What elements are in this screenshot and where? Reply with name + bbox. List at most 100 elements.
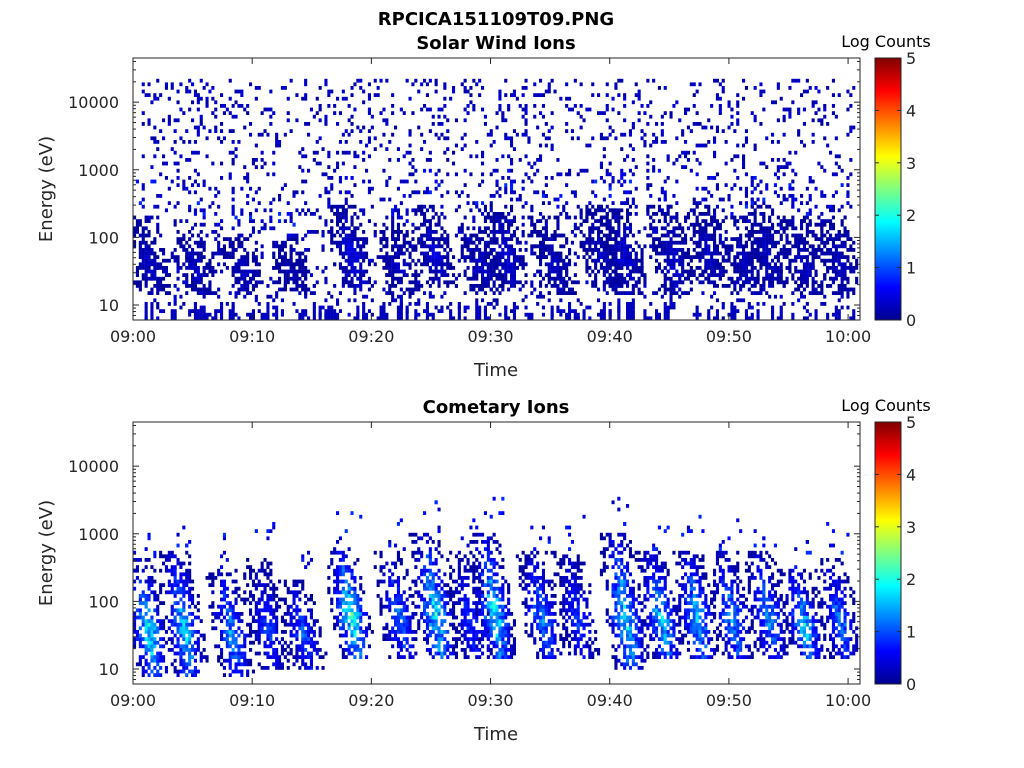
heatmap-cell	[733, 255, 737, 259]
heatmap-cell	[765, 204, 769, 209]
heatmap-cell	[579, 222, 583, 227]
heatmap-cell	[704, 258, 708, 263]
heatmap-cell	[475, 284, 479, 288]
heatmap-cell	[727, 100, 731, 105]
heatmap-cell	[617, 312, 621, 317]
heatmap-cell	[507, 255, 511, 259]
heatmap-cell	[312, 158, 316, 162]
heatmap-cell	[663, 240, 667, 245]
heatmap-cell	[826, 266, 830, 270]
heatmap-cell	[489, 129, 493, 133]
heatmap-cell	[338, 176, 342, 180]
heatmap-cell	[483, 316, 487, 321]
heatmap-cell	[753, 237, 757, 241]
heatmap-cell	[628, 291, 632, 295]
heatmap-cell	[536, 168, 540, 173]
heatmap-cell	[736, 122, 740, 126]
heatmap-cell	[823, 114, 827, 119]
heatmap-cell	[472, 266, 476, 270]
heatmap-cell	[715, 284, 719, 288]
heatmap-cell	[643, 294, 647, 299]
heatmap-cell	[846, 183, 850, 187]
heatmap-cell	[275, 136, 279, 141]
heatmap-cell	[823, 168, 827, 173]
heatmap-cell	[689, 168, 693, 173]
heatmap-cell	[266, 305, 270, 310]
heatmap-cell	[611, 284, 615, 288]
heatmap-cell	[336, 96, 340, 101]
heatmap-cell	[324, 118, 328, 123]
heatmap-cell	[608, 302, 612, 306]
heatmap-cell	[489, 201, 493, 205]
heatmap-cell	[573, 273, 577, 277]
heatmap-cell	[588, 273, 592, 277]
heatmap-cell	[771, 284, 775, 288]
heatmap-cell	[365, 255, 369, 259]
heatmap-cell	[791, 302, 795, 306]
heatmap-cell	[176, 183, 180, 187]
heatmap-cell	[657, 312, 661, 317]
heatmap-cell	[510, 183, 514, 187]
heatmap-cell	[765, 240, 769, 245]
heatmap-cell	[605, 262, 609, 267]
heatmap-cell	[779, 226, 783, 231]
heatmap-cell	[220, 305, 224, 310]
heatmap-cell	[388, 140, 392, 144]
heatmap-cell	[669, 230, 673, 234]
heatmap-cell	[568, 302, 572, 306]
heatmap-cell	[733, 262, 737, 267]
heatmap-cell	[350, 276, 354, 281]
heatmap-cell	[713, 251, 717, 256]
heatmap-cell	[643, 316, 647, 321]
heatmap-cell	[753, 280, 757, 285]
heatmap-cell	[188, 208, 192, 213]
heatmap-cell	[454, 208, 458, 213]
heatmap-cell	[820, 291, 824, 295]
heatmap-cell	[394, 204, 398, 209]
heatmap-cell	[614, 255, 618, 259]
heatmap-cell	[599, 136, 603, 141]
heatmap-cell	[478, 309, 482, 313]
heatmap-cell	[141, 666, 145, 670]
heatmap-cell	[399, 107, 403, 112]
heatmap-cell	[634, 269, 638, 274]
heatmap-cell	[431, 248, 435, 252]
heatmap-cell	[791, 168, 795, 173]
heatmap-cell	[568, 215, 572, 220]
heatmap-cell	[243, 287, 247, 292]
heatmap-cell	[246, 291, 250, 295]
heatmap-cell	[275, 140, 279, 144]
heatmap-cell	[301, 190, 305, 195]
heatmap-cell	[391, 212, 395, 216]
heatmap-cell	[588, 107, 592, 112]
heatmap-cell	[298, 269, 302, 274]
heatmap-cell	[254, 255, 258, 259]
heatmap-cell	[553, 89, 557, 94]
heatmap-cell	[196, 233, 200, 238]
heatmap-cell	[472, 219, 476, 223]
heatmap-cell	[695, 201, 699, 205]
heatmap-cell	[701, 273, 705, 277]
heatmap-cell	[440, 258, 444, 263]
heatmap-cell	[336, 302, 340, 306]
heatmap-cell	[280, 312, 284, 317]
heatmap-cell	[750, 258, 754, 263]
heatmap-cell	[533, 273, 537, 277]
heatmap-cell	[637, 93, 641, 97]
heatmap-cell	[782, 132, 786, 137]
heatmap-cell	[347, 258, 351, 263]
heatmap-cell	[805, 255, 809, 259]
heatmap-cell	[599, 165, 603, 169]
heatmap-cell	[312, 305, 316, 310]
heatmap-cell	[428, 158, 432, 162]
heatmap-cell	[675, 291, 679, 295]
heatmap-cell	[234, 312, 238, 317]
heatmap-cell	[855, 266, 859, 270]
heatmap-cell	[199, 287, 203, 292]
heatmap-cell	[843, 244, 847, 249]
heatmap-cell	[507, 104, 511, 108]
heatmap-cell	[449, 248, 453, 252]
heatmap-cell	[428, 294, 432, 299]
heatmap-cell	[678, 222, 682, 227]
heatmap-cell	[623, 248, 627, 252]
